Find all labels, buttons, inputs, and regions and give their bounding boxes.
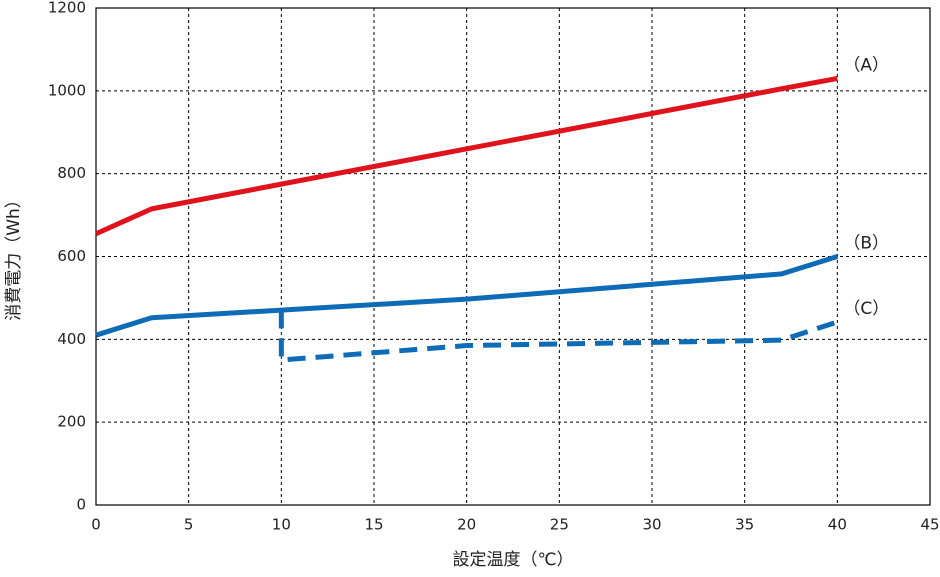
- x-tick-label: 35: [735, 516, 754, 534]
- y-tick-label: 1000: [48, 81, 86, 99]
- x-tick-label: 15: [364, 516, 383, 534]
- y-tick-label: 400: [57, 330, 86, 348]
- series-label: （B）: [843, 234, 889, 254]
- x-tick-label: 0: [91, 516, 101, 534]
- x-tick-label: 10: [272, 516, 291, 534]
- series-label: （A）: [843, 55, 889, 75]
- x-tick-label: 45: [920, 516, 939, 534]
- series-line: [278, 310, 839, 363]
- x-tick-label: 25: [550, 516, 569, 534]
- y-tick-label: 600: [57, 247, 86, 265]
- y-axis-label: 消費電力（Wh）: [4, 191, 24, 321]
- y-tick-label: 1200: [48, 0, 86, 17]
- series-line: [94, 75, 838, 237]
- x-tick-label: 20: [457, 516, 476, 534]
- x-tick-label: 30: [642, 516, 661, 534]
- plot-frame: [95, 7, 931, 506]
- series-label: （C）: [843, 299, 889, 319]
- x-tick-label: 40: [828, 516, 847, 534]
- y-tick-label: 0: [76, 496, 86, 514]
- x-axis-label: 設定温度（℃）: [452, 550, 573, 570]
- y-tick-label: 800: [57, 164, 86, 182]
- y-tick-label: 200: [57, 413, 86, 431]
- series-line: [95, 254, 839, 338]
- x-tick-label: 5: [184, 516, 194, 534]
